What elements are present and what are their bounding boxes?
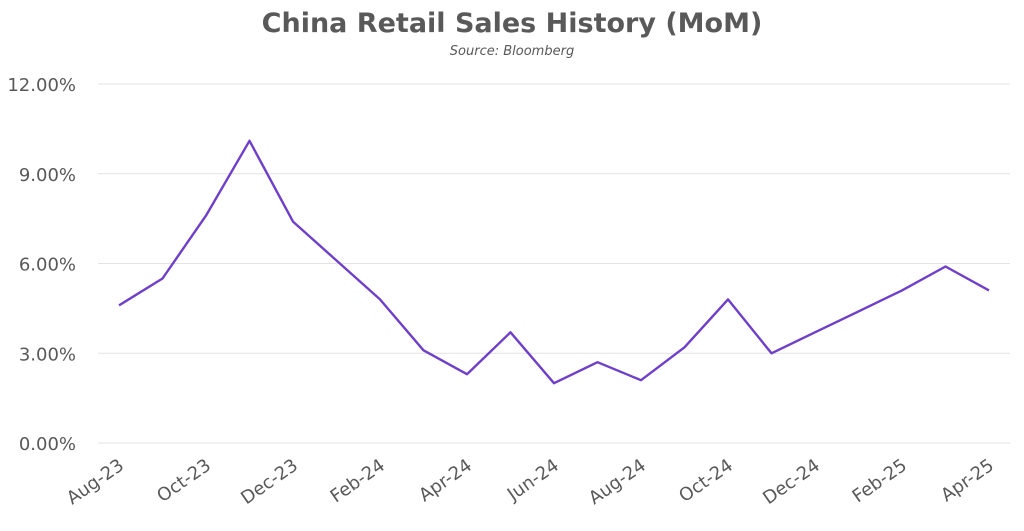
x-axis-ticks: Aug-23 Oct-23 Dec-23 Feb-24 Apr-24 Jun-24 Aug-… xyxy=(63,455,998,509)
y-tick-label: 6.00% xyxy=(19,255,76,276)
x-tick-label: Apr-25 xyxy=(937,455,998,506)
x-tick-label: Dec-24 xyxy=(759,455,824,509)
series-group xyxy=(118,139,990,385)
x-tick-label: Aug-23 xyxy=(63,455,128,509)
x-tick-label: Apr-24 xyxy=(415,455,476,506)
x-tick-label: Feb-24 xyxy=(327,455,389,507)
x-tick-label: Dec-23 xyxy=(237,455,302,509)
x-tick-label: Jun-24 xyxy=(503,455,563,506)
y-tick-label: 0.00% xyxy=(19,434,76,455)
x-tick-label: Feb-25 xyxy=(849,455,911,507)
y-axis-ticks: 0.00% 3.00% 6.00% 9.00% 12.00% xyxy=(7,75,76,455)
x-tick-label: Oct-23 xyxy=(153,455,215,507)
series-line xyxy=(118,139,990,385)
y-tick-label: 12.00% xyxy=(7,75,76,96)
y-tick-label: 3.00% xyxy=(19,344,76,365)
x-tick-label: Oct-24 xyxy=(675,455,737,507)
chart-title: China Retail Sales History (MoM) xyxy=(261,8,763,39)
x-tick-label: Aug-24 xyxy=(585,455,650,509)
gridlines xyxy=(98,83,1010,444)
chart-subtitle: Source: Bloomberg xyxy=(449,44,575,59)
y-tick-label: 9.00% xyxy=(19,165,76,186)
